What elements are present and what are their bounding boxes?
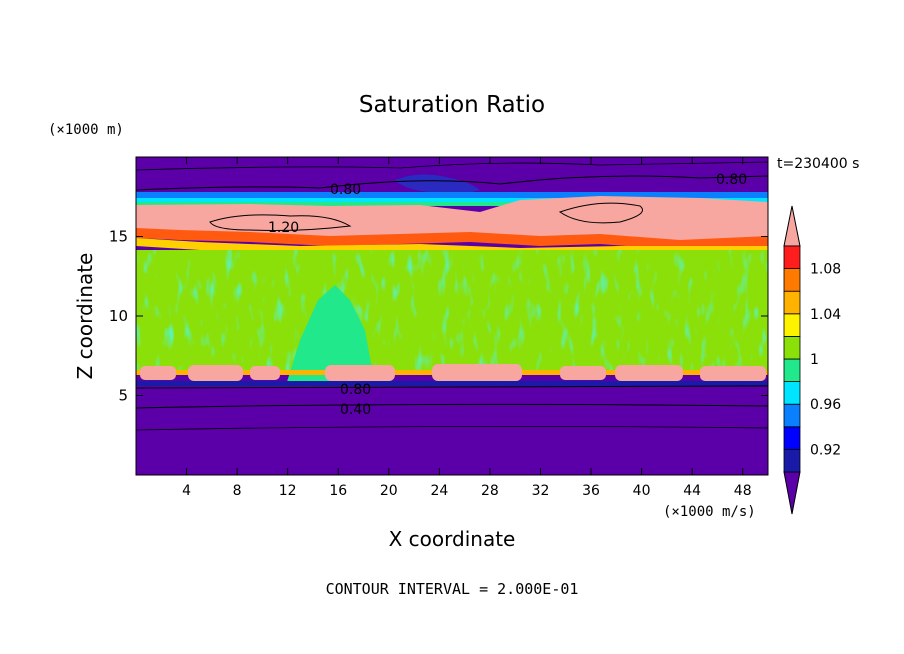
red-orange-fringe — [136, 228, 768, 250]
colorbar-segment — [783, 268, 801, 292]
colorbar-segment — [783, 358, 801, 383]
lower-pink-patch-4 — [325, 365, 395, 381]
y-tick-label: 15 — [109, 228, 128, 246]
y-axis: 5 10 15 — [109, 228, 768, 405]
y-axis-title: Z coordinate — [73, 253, 97, 380]
lower-pink-patch-5 — [432, 364, 522, 381]
colorbar-tick-label: 1 — [810, 352, 819, 368]
contour-line-bottom — [136, 426, 768, 431]
colorbar-tick-label: 0.92 — [810, 442, 841, 458]
contour-label-top-left: 0.80 — [330, 182, 361, 198]
x-tick-label: 44 — [683, 483, 701, 499]
contour-line-0.40 — [136, 403, 768, 409]
colorbar-under-arrow — [783, 471, 801, 515]
colorbar-over-arrow — [783, 205, 801, 247]
central-green-plume — [286, 285, 375, 385]
middle-green-texture — [136, 250, 768, 372]
x-tick-label: 8 — [233, 483, 242, 499]
x-units-label: (×1000 m/s) — [663, 504, 756, 520]
colorbar-tick-label: 1.04 — [810, 307, 841, 323]
x-tick-label: 48 — [734, 483, 752, 499]
lower-pink-patch-8 — [700, 366, 766, 381]
contour-line-1.20-right — [558, 202, 643, 224]
lower-pink-patch-6 — [560, 366, 606, 380]
footer-contour-interval: CONTOUR INTERVAL = 2.000E-01 — [326, 580, 579, 598]
x-tick-label: 28 — [481, 483, 499, 499]
colorbar-segment — [783, 335, 801, 360]
y-tick-label: 10 — [109, 307, 128, 325]
contour-label-0.80-low: 0.80 — [340, 382, 371, 398]
colorbar-segment — [783, 245, 801, 270]
x-tick-label: 36 — [582, 483, 600, 499]
lower-pink-patch-3 — [250, 366, 280, 380]
contour-line-top-upper — [136, 161, 768, 171]
x-axis-title: X coordinate — [389, 527, 516, 551]
lower-blue-strip — [136, 381, 768, 386]
x-tick-label: 20 — [380, 483, 398, 499]
colorbar-segment — [783, 448, 801, 473]
time-label: t=230400 s — [777, 156, 859, 172]
x-tick-label: 40 — [633, 483, 651, 499]
lower-pink-patch-2 — [188, 365, 243, 381]
colorbar-segment — [783, 290, 801, 315]
colorbar-segment — [783, 403, 801, 428]
x-tick-label: 16 — [329, 483, 347, 499]
colorbar: 0.92 0.96 1 1.04 1.08 — [783, 205, 841, 515]
y-units-label: (×1000 m) — [48, 122, 124, 138]
colorbar-tick-label: 0.96 — [810, 397, 841, 413]
colorbar-segment — [783, 313, 801, 337]
y-tick-label: 5 — [118, 387, 128, 405]
colorbar-segment — [783, 381, 801, 405]
contour-line-1.20 — [209, 214, 352, 231]
contour-label-top-right: 0.80 — [716, 172, 747, 188]
lower-pink-patch-7 — [615, 365, 683, 381]
x-tick-label: 32 — [532, 483, 550, 499]
x-axis: 4 8 12 16 20 24 28 32 36 40 44 48 — [182, 157, 752, 499]
cyan-strip — [136, 198, 768, 204]
plot-area: 0.80 0.80 1.20 0.80 0.40 — [136, 157, 768, 475]
contour-label-0.40: 0.40 — [340, 402, 371, 418]
colorbar-tick-label: 1.08 — [810, 262, 841, 278]
contour-line-0.80-top — [136, 175, 768, 191]
x-tick-label: 4 — [182, 483, 191, 499]
contour-line-0.80-low — [136, 385, 768, 389]
green-strip — [136, 202, 768, 206]
lower-pink-patch-1 — [140, 366, 176, 380]
colorbar-segment — [783, 426, 801, 450]
blue-strip — [136, 192, 768, 200]
x-tick-label: 12 — [279, 483, 297, 499]
upper-blue-patch — [395, 174, 480, 194]
x-tick-label: 24 — [430, 483, 448, 499]
contour-label-1.20: 1.20 — [268, 220, 299, 236]
chart-title: Saturation Ratio — [359, 92, 545, 118]
